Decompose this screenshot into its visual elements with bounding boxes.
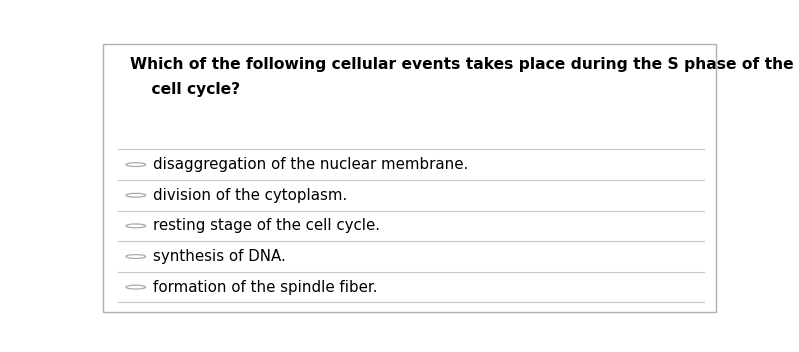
Text: synthesis of DNA.: synthesis of DNA. <box>153 249 286 264</box>
Text: cell cycle?: cell cycle? <box>129 82 240 96</box>
Text: disaggregation of the nuclear membrane.: disaggregation of the nuclear membrane. <box>153 157 468 172</box>
Text: division of the cytoplasm.: division of the cytoplasm. <box>153 188 348 203</box>
Text: resting stage of the cell cycle.: resting stage of the cell cycle. <box>153 218 380 233</box>
Text: formation of the spindle fiber.: formation of the spindle fiber. <box>153 279 378 295</box>
FancyBboxPatch shape <box>103 44 716 312</box>
Text: Which of the following cellular events takes place during the S phase of the: Which of the following cellular events t… <box>129 57 793 72</box>
